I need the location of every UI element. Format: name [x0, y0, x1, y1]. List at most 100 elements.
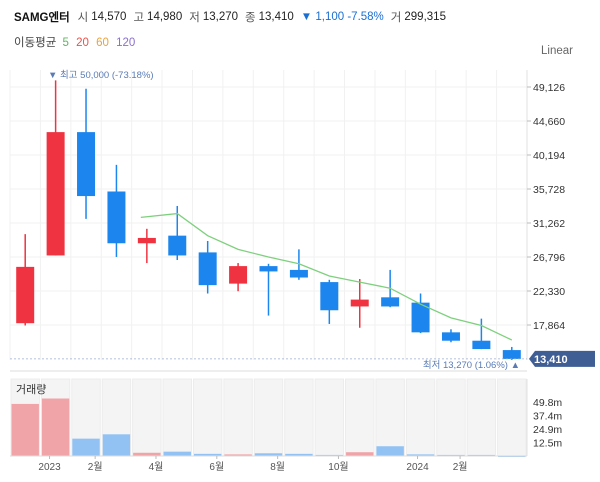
- volume-bar: [72, 438, 100, 456]
- volume-slot: [345, 378, 375, 457]
- volume-tick-label: 37.4m: [533, 410, 562, 422]
- volume-slot: [314, 378, 345, 457]
- volume-tick-label: 49.8m: [533, 397, 562, 409]
- low-label: 저: [189, 12, 200, 24]
- candle-body: [77, 132, 96, 197]
- candle-body: [198, 252, 217, 286]
- volume-bar: [163, 451, 191, 456]
- volume-slot: [375, 378, 405, 457]
- volume-tick-label: 12.5m: [533, 437, 562, 449]
- candle: [77, 88, 96, 219]
- price-change: ▼ 1,100 -7.58%: [300, 11, 384, 23]
- high-value: 14,980: [147, 11, 183, 23]
- moving-average-legend[interactable]: 이동평균 5 20 60 120: [14, 34, 139, 50]
- time-tick-label: 2024: [406, 462, 429, 473]
- volume-slot: [436, 378, 466, 457]
- volume-bar: [133, 452, 161, 456]
- price-tick-label: 35,728: [533, 184, 565, 196]
- volume-title: 거래량: [16, 383, 46, 396]
- open-label: 시: [77, 12, 89, 24]
- volume-slot: [284, 378, 314, 457]
- low-value: 13,270: [202, 11, 239, 23]
- candle-body: [229, 266, 248, 284]
- candle-body: [472, 340, 491, 350]
- volume-slot: [497, 378, 527, 457]
- price-tick-label: 40,194: [533, 150, 565, 162]
- volume-slot: [192, 378, 223, 457]
- volume-slot: [162, 378, 192, 457]
- candle: [229, 263, 248, 292]
- volume-bar: [11, 403, 39, 456]
- volume-slot: [253, 378, 284, 457]
- volume-bar: [193, 453, 222, 456]
- candle: [198, 240, 217, 294]
- candle: [137, 228, 156, 264]
- candle-body: [46, 132, 65, 256]
- low-annotation: 최저 13,270 (1.06%) ▲: [423, 360, 520, 371]
- candle-body: [502, 350, 521, 359]
- current-price-tag: [529, 350, 595, 367]
- candle: [289, 249, 308, 280]
- candle: [259, 263, 278, 316]
- candle-body: [350, 299, 369, 307]
- high-label: 고: [133, 12, 145, 24]
- volume-bar: [254, 453, 283, 456]
- volume-slot: [466, 378, 497, 457]
- time-axis: 2023 2월 4월 6월 8월 10월 2024 2월: [10, 455, 527, 473]
- current-price-label: 13,410: [534, 354, 568, 366]
- candle-body: [137, 237, 156, 244]
- time-tick-label: 6월: [209, 461, 224, 473]
- candle-body: [16, 266, 35, 324]
- candle: [168, 205, 187, 261]
- high-annotation: ▼ 최고 50,000 (-73.18%): [48, 70, 154, 81]
- price-grid: [9, 70, 528, 360]
- volume-value: 299,315: [404, 11, 446, 23]
- candle-body: [259, 266, 278, 272]
- close-label: 종: [245, 12, 256, 24]
- quote-header: SAMG엔터 시 14,570 고 14,980 저 13,270 종 13,4…: [14, 9, 453, 25]
- scale-toggle[interactable]: Linear: [541, 45, 573, 57]
- time-tick-label: 10월: [328, 461, 348, 473]
- moving-average-line: [140, 212, 513, 341]
- time-tick-label: 4월: [149, 461, 164, 473]
- volume-bar: [102, 434, 131, 456]
- time-tick-label: 2023: [38, 462, 61, 473]
- volume-slot: [132, 378, 162, 457]
- stock-name: SAMG엔터: [14, 12, 70, 24]
- moving-average-label: 이동평균: [14, 37, 57, 49]
- candle: [46, 80, 65, 256]
- candle-body: [381, 297, 400, 307]
- price-tick-label: 17,864: [533, 320, 565, 332]
- candles: [16, 80, 521, 360]
- candle: [411, 293, 430, 334]
- time-tick-label: 2월: [88, 461, 103, 473]
- price-tick-label: 44,660: [533, 116, 565, 128]
- time-tick-label: 8월: [270, 461, 285, 473]
- price-axis: 49,126 44,660 40,194 35,728 31,262 26,796 22,3…: [526, 70, 565, 360]
- ma-20[interactable]: 20: [76, 37, 89, 49]
- ma-120[interactable]: 120: [116, 37, 136, 49]
- close-value: 13,410: [258, 11, 294, 23]
- candle: [441, 329, 460, 343]
- price-tick-label: 31,262: [533, 218, 565, 230]
- candle-body: [320, 282, 339, 311]
- candle-body: [441, 332, 460, 341]
- volume-bar: [224, 454, 252, 456]
- volume-bar: [346, 452, 374, 456]
- candle-body: [107, 191, 126, 244]
- candle: [16, 234, 35, 326]
- open-value: 14,570: [91, 11, 127, 23]
- volume-bar: [406, 454, 435, 456]
- ma-60[interactable]: 60: [96, 37, 109, 49]
- volume-label: 거: [390, 12, 402, 24]
- volume-slot: [223, 378, 253, 457]
- candle: [107, 164, 126, 257]
- candle: [472, 318, 491, 350]
- ma-5[interactable]: 5: [62, 37, 69, 49]
- volume-slot: [405, 378, 436, 457]
- volume-bar: [376, 446, 404, 456]
- price-tick-label: 22,330: [533, 286, 565, 298]
- time-tick-label: 2월: [453, 461, 468, 473]
